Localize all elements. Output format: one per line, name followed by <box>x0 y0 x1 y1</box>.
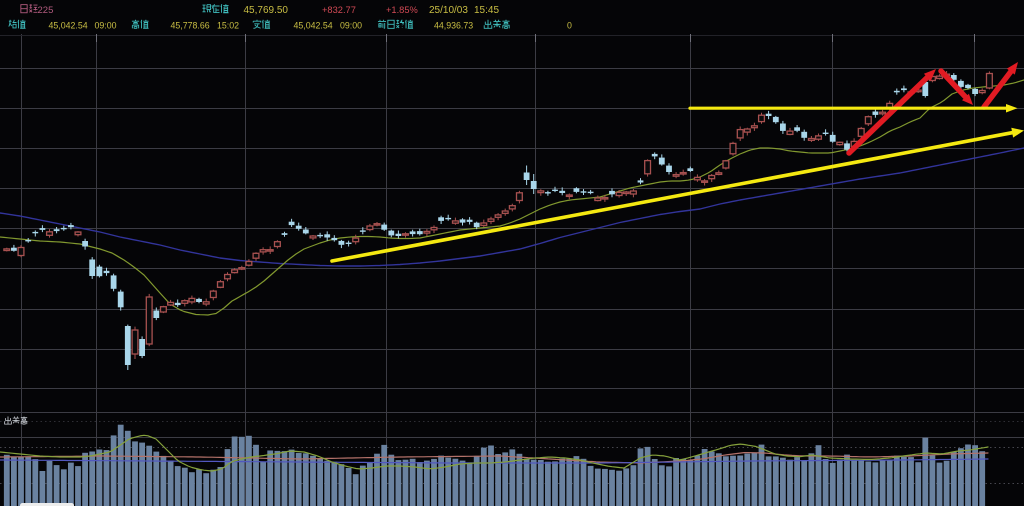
svg-text:+832.77: +832.77 <box>322 5 356 15</box>
svg-text:25/10/03: 25/10/03 <box>429 5 468 16</box>
svg-text:15:45: 15:45 <box>474 5 499 16</box>
svg-text:45,778.66: 45,778.66 <box>171 20 210 30</box>
svg-text:45,769.50: 45,769.50 <box>244 5 289 16</box>
svg-text:15:02: 15:02 <box>217 20 239 30</box>
svg-text:09:00: 09:00 <box>340 20 362 30</box>
svg-text:09:00: 09:00 <box>95 20 117 30</box>
svg-text:225: 225 <box>38 5 54 16</box>
svg-text:44,936.73: 44,936.73 <box>434 20 473 30</box>
svg-text:0: 0 <box>567 20 572 30</box>
svg-text:+1.85%: +1.85% <box>386 5 418 15</box>
svg-text:45,042.54: 45,042.54 <box>49 20 88 30</box>
svg-text:45,042.54: 45,042.54 <box>294 20 333 30</box>
